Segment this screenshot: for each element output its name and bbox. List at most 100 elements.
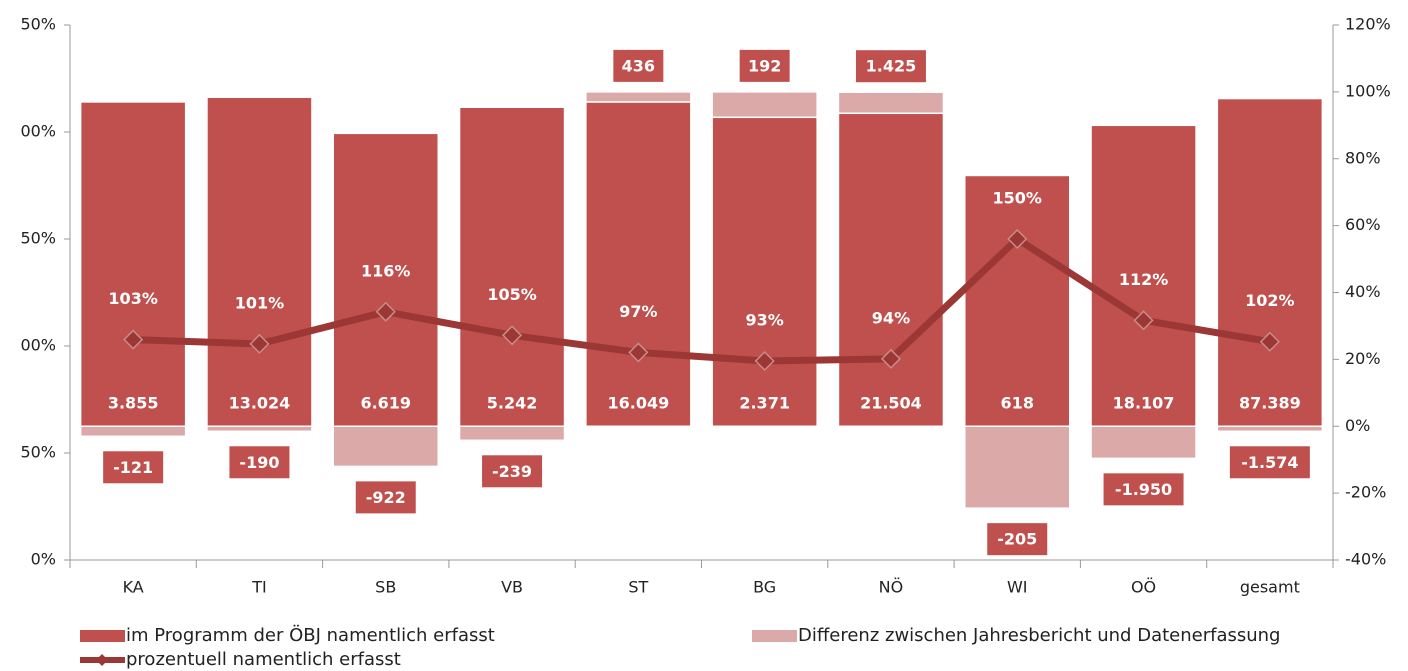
diff-label: -239 bbox=[492, 462, 532, 481]
y-tick-label: 50% bbox=[20, 15, 56, 34]
marker bbox=[628, 342, 649, 363]
marker bbox=[1007, 228, 1028, 250]
y2-tick-label: 120% bbox=[1345, 15, 1391, 34]
bar bbox=[1216, 97, 1324, 427]
diff-label-box bbox=[613, 49, 664, 82]
count-label: 18.107 bbox=[1113, 394, 1175, 413]
marker bbox=[880, 348, 902, 369]
diff-bar bbox=[206, 425, 313, 433]
diff-bar bbox=[585, 91, 692, 103]
pct-label: 116% bbox=[361, 261, 410, 280]
diff-bar bbox=[458, 425, 566, 442]
y-tick-label: 50% bbox=[20, 229, 56, 248]
bar bbox=[1090, 124, 1197, 427]
pct-label: 94% bbox=[872, 308, 910, 327]
marker bbox=[123, 329, 144, 350]
count-label: 21.504 bbox=[860, 394, 922, 413]
pct-label: 105% bbox=[487, 285, 536, 304]
y-tick-label: 50% bbox=[20, 443, 56, 462]
pct-label: 103% bbox=[108, 289, 157, 308]
count-label: 5.242 bbox=[487, 394, 538, 413]
bar bbox=[711, 116, 818, 427]
x-tick-label: WI bbox=[1007, 578, 1028, 597]
diff-label: -121 bbox=[113, 458, 153, 477]
diff-label: -922 bbox=[366, 488, 406, 507]
y2-tick-label: -40% bbox=[1345, 550, 1386, 569]
diff-bar bbox=[837, 91, 945, 115]
x-tick-label: KA bbox=[123, 578, 144, 597]
diff-bar bbox=[79, 425, 187, 438]
bar bbox=[458, 106, 566, 427]
bar bbox=[332, 132, 439, 427]
pct-label: 101% bbox=[235, 293, 284, 312]
pct-label: 93% bbox=[746, 310, 784, 329]
y-tick-label: 00% bbox=[20, 336, 56, 355]
diff-label: -205 bbox=[997, 530, 1037, 549]
marker bbox=[1133, 310, 1154, 331]
bar bbox=[206, 96, 313, 427]
diff-label: 192 bbox=[748, 56, 781, 75]
legend-label: Differenz zwischen Jahresbericht und Dat… bbox=[798, 625, 1280, 646]
diff-bar bbox=[711, 91, 818, 119]
marker bbox=[249, 333, 270, 354]
bar bbox=[837, 112, 945, 428]
y2-tick-label: 20% bbox=[1345, 349, 1381, 368]
x-tick-label: BG bbox=[753, 578, 776, 597]
diff-label-box bbox=[1103, 473, 1184, 506]
legend-swatch bbox=[752, 630, 797, 642]
diff-label: 436 bbox=[622, 56, 655, 75]
pct-label: 150% bbox=[993, 189, 1042, 208]
legend-swatch bbox=[80, 630, 125, 642]
pct-label: 102% bbox=[1245, 291, 1294, 310]
y-tick-label: 00% bbox=[20, 122, 56, 141]
y2-tick-label: 100% bbox=[1345, 81, 1391, 100]
bar bbox=[79, 101, 187, 427]
x-tick-label: OÖ bbox=[1131, 578, 1156, 597]
count-label: 87.389 bbox=[1239, 394, 1301, 413]
marker bbox=[754, 350, 775, 372]
y2-tick-label: 80% bbox=[1345, 148, 1381, 167]
legend-label: im Programm der ÖBJ namentlich erfasst bbox=[126, 624, 495, 646]
line bbox=[133, 235, 1271, 365]
pct-label: 112% bbox=[1119, 270, 1168, 289]
legend-label: prozentuell namentlich erfasst bbox=[126, 649, 401, 670]
diff-label: -1.574 bbox=[1241, 453, 1298, 472]
count-label: 618 bbox=[1001, 394, 1034, 413]
diff-label-box bbox=[855, 50, 926, 83]
diff-label-box bbox=[482, 455, 543, 488]
y2-tick-label: 0% bbox=[1345, 416, 1370, 435]
count-label: 6.619 bbox=[360, 394, 411, 413]
bar bbox=[585, 101, 692, 427]
count-label: 2.371 bbox=[739, 394, 790, 413]
diff-label: -190 bbox=[239, 453, 279, 472]
x-tick-label: VB bbox=[501, 578, 523, 597]
x-tick-label: ST bbox=[628, 578, 648, 597]
diff-bar bbox=[1216, 425, 1324, 433]
y-tick-label: 0% bbox=[31, 550, 56, 569]
diff-label-box bbox=[739, 49, 790, 82]
diff-bar bbox=[1090, 425, 1197, 460]
count-label: 13.024 bbox=[229, 394, 291, 413]
bar bbox=[964, 174, 1071, 427]
pct-label: 97% bbox=[619, 302, 657, 321]
legend-marker bbox=[96, 654, 108, 666]
x-tick-label: TI bbox=[251, 578, 267, 597]
diff-label-box bbox=[987, 523, 1048, 556]
diff-bar bbox=[964, 425, 1071, 509]
diff-label: -1.950 bbox=[1115, 480, 1172, 499]
marker bbox=[501, 325, 523, 346]
x-tick-label: NÖ bbox=[879, 578, 904, 597]
marker bbox=[375, 301, 396, 322]
x-tick-label: SB bbox=[375, 578, 396, 597]
diff-bar bbox=[332, 425, 439, 468]
count-label: 16.049 bbox=[607, 394, 669, 413]
diff-label-box bbox=[229, 446, 290, 479]
y2-tick-label: 60% bbox=[1345, 215, 1381, 234]
diff-label-box bbox=[103, 451, 164, 484]
diff-label: 1.425 bbox=[866, 57, 917, 76]
marker bbox=[1259, 331, 1280, 352]
y2-tick-label: -20% bbox=[1345, 483, 1386, 502]
diff-label-box bbox=[355, 481, 416, 514]
x-tick-label: gesamt bbox=[1240, 578, 1300, 597]
